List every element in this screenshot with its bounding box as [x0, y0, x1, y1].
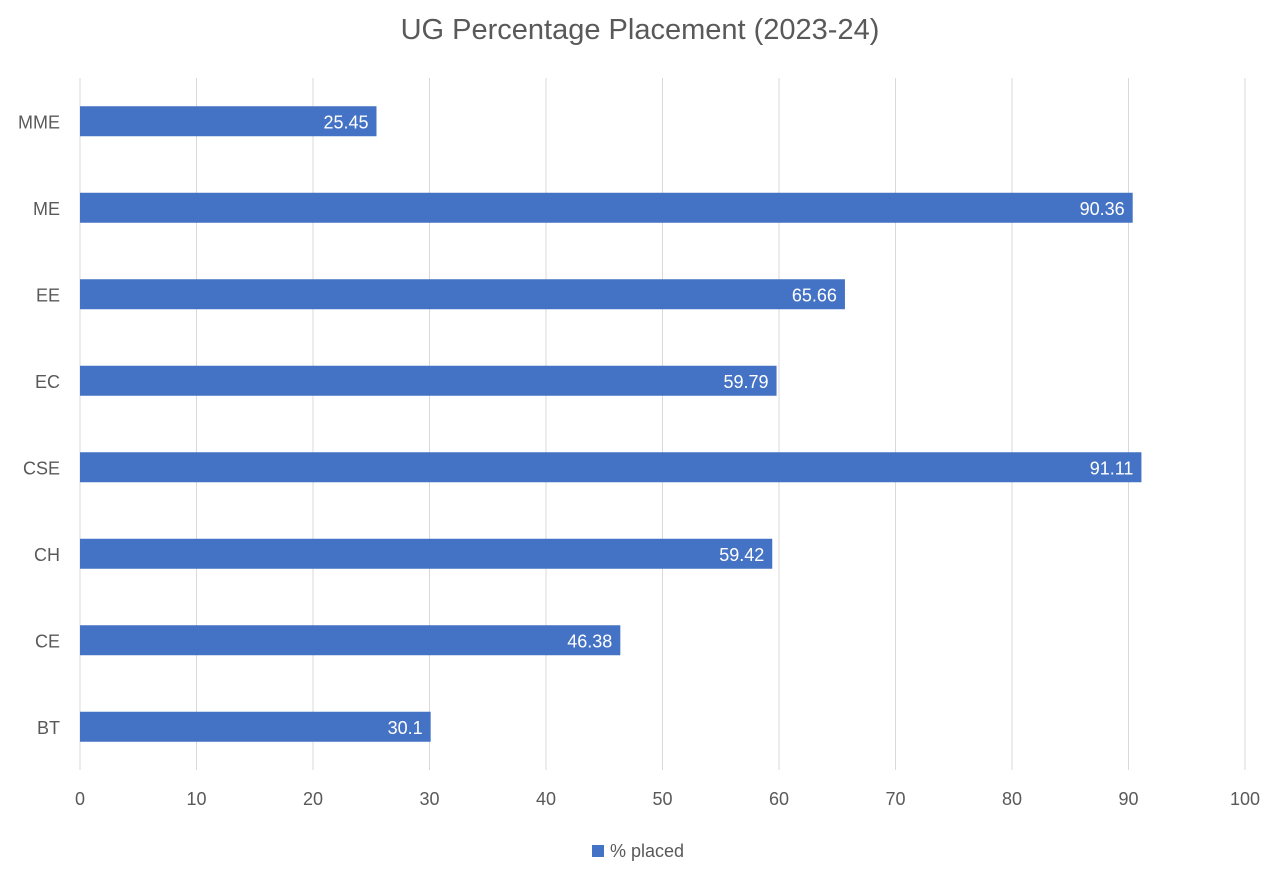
chart-title: UG Percentage Placement (2023-24)	[400, 14, 880, 46]
bar-ec	[80, 365, 777, 396]
bar-ee	[80, 279, 845, 310]
category-label-mme: MME	[18, 112, 60, 132]
data-label-ce: 46.38	[567, 631, 612, 651]
x-tick-label: 50	[652, 789, 672, 809]
category-label-bt: BT	[37, 718, 60, 738]
x-tick-label: 60	[769, 789, 789, 809]
bar-cse	[80, 452, 1142, 483]
data-label-cse: 91.11	[1090, 458, 1134, 478]
category-label-ch: CH	[34, 545, 60, 565]
x-tick-label: 80	[1002, 789, 1022, 809]
category-label-ce: CE	[35, 631, 60, 651]
category-labels: BT CE CH CSE EC EE ME MME	[18, 112, 60, 738]
x-tick-label: 90	[1118, 789, 1138, 809]
data-label-bt: 30.1	[388, 718, 423, 738]
x-tick-label: 100	[1230, 789, 1260, 809]
data-label-mme: 25.45	[323, 112, 368, 132]
bar-mme	[80, 106, 377, 137]
x-tick-label: 40	[536, 789, 556, 809]
category-label-ee: EE	[36, 285, 60, 305]
x-tick-label: 30	[419, 789, 439, 809]
bar-ch	[80, 538, 773, 569]
data-label-ch: 59.42	[719, 545, 764, 565]
data-label-ee: 65.66	[792, 285, 837, 305]
legend: % placed	[592, 841, 684, 861]
x-tick-label: 70	[885, 789, 905, 809]
data-label-me: 90.36	[1080, 199, 1125, 219]
data-label-ec: 59.79	[724, 372, 769, 392]
category-label-cse: CSE	[23, 458, 60, 478]
bar-bt	[80, 711, 431, 742]
x-tick-label: 10	[186, 789, 206, 809]
x-axis-tick-labels: 0 10 20 30 40 50 60 70 80 90 100	[75, 789, 1260, 809]
category-label-me: ME	[33, 199, 60, 219]
gridlines	[79, 78, 1246, 770]
legend-swatch	[592, 845, 604, 857]
bars	[80, 106, 1142, 742]
x-tick-label: 20	[303, 789, 323, 809]
bar-me	[80, 192, 1133, 223]
legend-label: % placed	[610, 841, 684, 861]
x-tick-label: 0	[75, 789, 85, 809]
bar-ce	[80, 625, 621, 656]
category-label-ec: EC	[35, 372, 60, 392]
data-labels: 30.1 46.38 59.42 91.11 59.79 65.66 90.36 25.45	[323, 112, 1133, 738]
